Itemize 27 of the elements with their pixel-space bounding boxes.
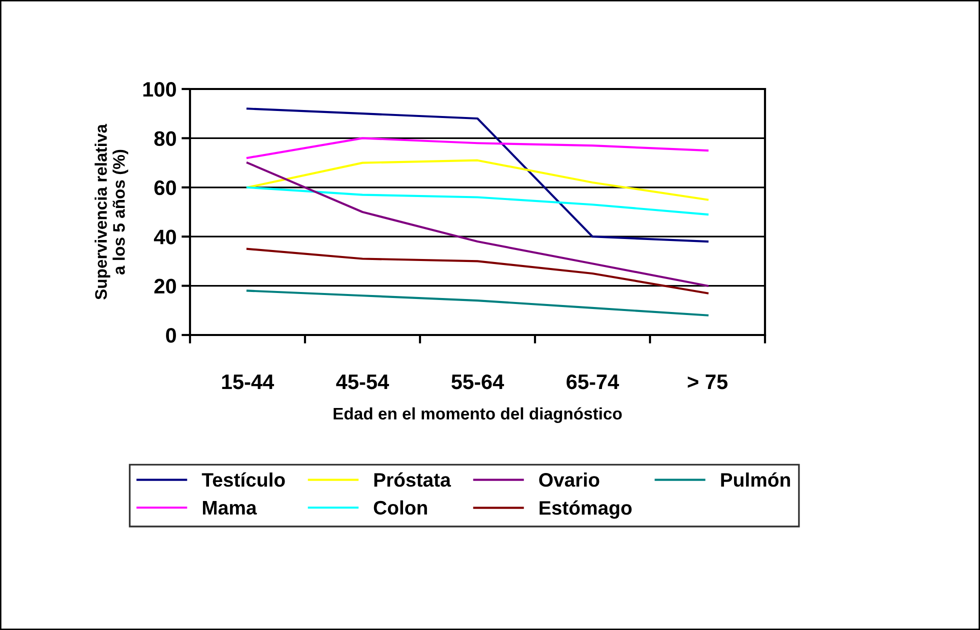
- line-series: [246, 162, 709, 287]
- x-tick-label: 65-74: [566, 374, 620, 390]
- line-series: [246, 137, 709, 159]
- y-tick-label: 0: [166, 328, 176, 343]
- legend-label: Próstata: [374, 472, 452, 487]
- line-series: [246, 108, 709, 243]
- y-tick-label: 100: [143, 82, 176, 97]
- line-series: [246, 159, 709, 201]
- y-tick-label: 20: [154, 278, 176, 294]
- line-series: [246, 290, 709, 316]
- x-tick-label: 15-44: [222, 374, 274, 390]
- legend-label: Pulmón: [721, 472, 790, 487]
- line-series: [246, 186, 709, 216]
- legend-label: Colon: [374, 500, 427, 515]
- x-tick-label: 55-64: [452, 374, 504, 390]
- x-axis-title: Edad en el momento del diagnóstico: [334, 407, 622, 423]
- legend-label: Testículo: [202, 472, 285, 487]
- y-tick-label: 80: [154, 131, 176, 146]
- legend-label: Mama: [202, 501, 257, 515]
- line-series: [246, 248, 709, 294]
- y-tick-label: 60: [154, 180, 176, 196]
- x-tick-label: > 75: [688, 374, 728, 390]
- legend-label: Estómago: [540, 500, 632, 519]
- x-tick-label: 45-54: [336, 374, 390, 390]
- y-tick-label: 40: [154, 230, 176, 244]
- y-axis-title: Supervivencia relativa a los 5 años (%): [94, 124, 128, 300]
- legend-label: Ovario: [539, 472, 600, 487]
